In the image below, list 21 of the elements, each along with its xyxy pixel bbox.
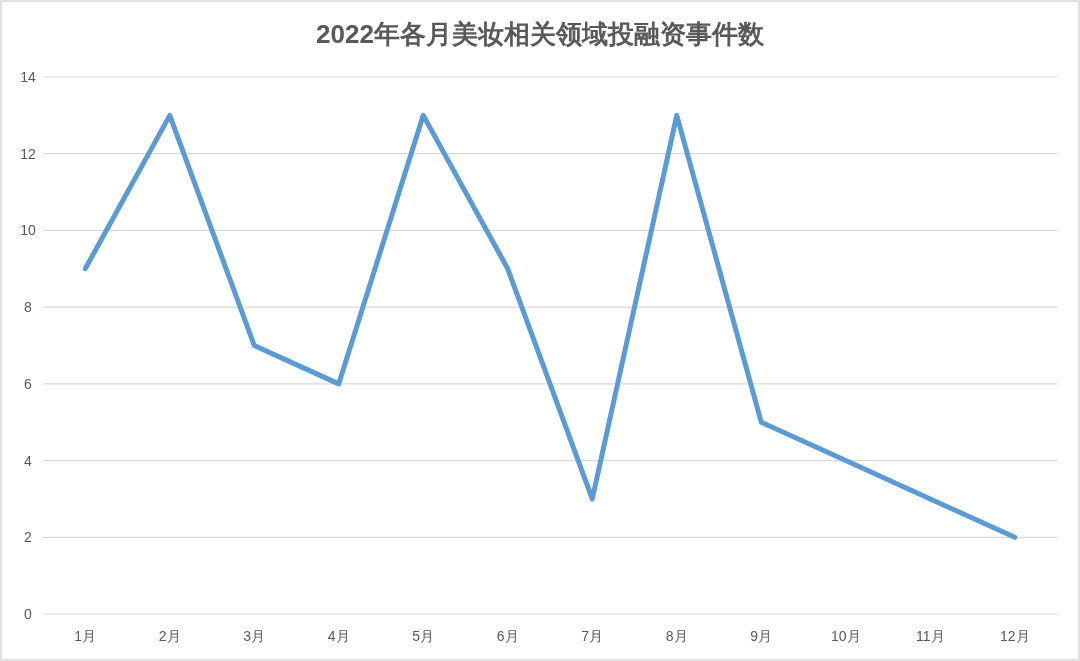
- x-tick-label: 4月: [327, 628, 350, 644]
- y-tick-label: 12: [20, 145, 36, 162]
- y-tick-label: 10: [20, 222, 36, 239]
- y-tick-label: 4: [24, 452, 33, 469]
- x-tick-label: 7月: [581, 628, 604, 644]
- x-tick-label: 11月: [915, 628, 945, 644]
- x-tick-label: 8月: [665, 628, 688, 644]
- y-tick-label: 2: [24, 529, 33, 546]
- x-tick-label: 5月: [412, 628, 435, 644]
- y-tick-label: 6: [24, 375, 33, 392]
- x-tick-label: 3月: [243, 628, 266, 644]
- chart-title: 2022年各月美妆相关领域投融资事件数: [316, 19, 765, 49]
- x-tick-label: 9月: [750, 628, 773, 644]
- y-tick-label: 14: [20, 69, 36, 85]
- y-tick-label: 8: [24, 299, 33, 316]
- x-tick-label: 6月: [496, 628, 519, 644]
- x-tick-label: 12月: [999, 628, 1030, 644]
- x-tick-label: 1月: [74, 628, 97, 644]
- x-tick-label: 2月: [158, 628, 181, 644]
- y-tick-label: 0: [24, 606, 33, 622]
- x-tick-label: 10月: [830, 628, 861, 644]
